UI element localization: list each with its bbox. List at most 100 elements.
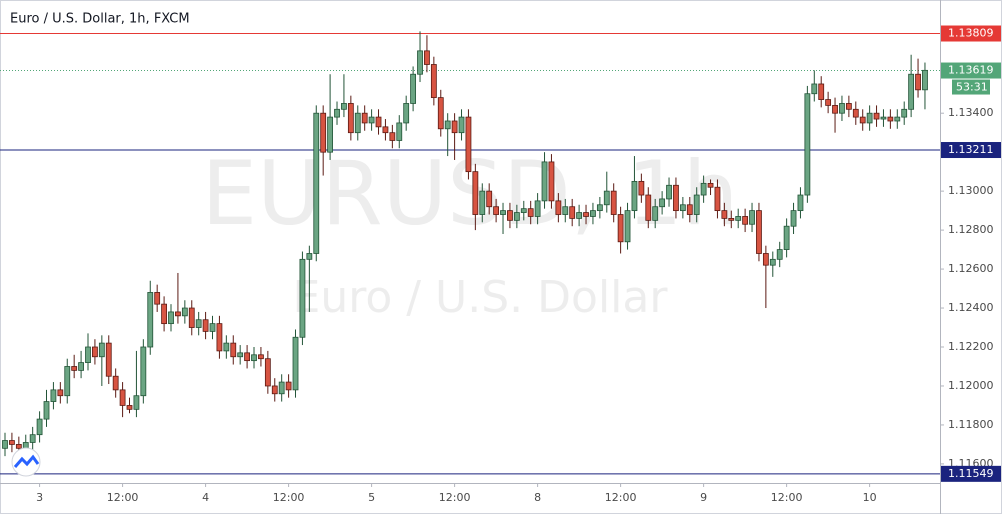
candle-body xyxy=(237,352,244,358)
candle-body xyxy=(756,210,762,254)
candle-body xyxy=(361,112,368,124)
grid xyxy=(0,33,940,475)
candle-body xyxy=(804,93,811,196)
candle-body xyxy=(645,194,652,221)
candle-body xyxy=(873,112,880,120)
x-tick-label: 3 xyxy=(36,491,43,504)
candle-body xyxy=(209,323,216,332)
candle-body xyxy=(541,161,548,202)
candle-body xyxy=(583,212,589,217)
candle-body xyxy=(569,206,576,219)
candle-body xyxy=(666,184,672,200)
candle-body xyxy=(527,208,534,217)
y-tick-label: 1.11800 xyxy=(948,418,994,431)
x-tick-label: 12:00 xyxy=(605,491,637,504)
candle-body xyxy=(887,116,894,122)
candle-body xyxy=(762,253,769,266)
candle-body xyxy=(679,204,686,212)
candle-body xyxy=(71,366,78,371)
candle-body xyxy=(437,97,444,130)
candle-body xyxy=(811,83,818,95)
last-price-label: 1.13619 xyxy=(948,64,994,77)
candle-body xyxy=(915,73,921,91)
candle-body xyxy=(659,198,666,208)
candle-body xyxy=(783,225,790,250)
logo-icon xyxy=(13,454,40,468)
candle-body xyxy=(790,210,797,227)
candle-body xyxy=(36,418,43,436)
candle-body xyxy=(859,116,866,124)
candle-body xyxy=(686,204,693,215)
candle-body xyxy=(168,311,174,325)
candle-body xyxy=(603,190,610,206)
x-tick-label: 4 xyxy=(202,491,209,504)
candle-body xyxy=(396,122,403,141)
candle-body xyxy=(832,105,838,114)
candle-body xyxy=(271,385,278,395)
candle-body xyxy=(617,214,624,243)
candle-body xyxy=(424,50,430,65)
y-tick-label: 1.12400 xyxy=(948,301,994,314)
candle-body xyxy=(85,346,91,363)
candle-body xyxy=(175,311,181,317)
candle-body xyxy=(610,190,617,215)
candle-body xyxy=(216,323,223,352)
candle-body xyxy=(742,216,749,225)
candle-body xyxy=(500,210,506,215)
candle-body xyxy=(140,346,147,397)
x-tick-label: 9 xyxy=(700,491,707,504)
candle-body xyxy=(292,336,299,391)
level-label: 1.13211 xyxy=(948,143,994,156)
candle-body xyxy=(98,342,105,358)
candle-body xyxy=(673,184,679,212)
y-tick-label: 1.12600 xyxy=(948,262,994,275)
candle-body xyxy=(195,319,202,328)
candle-body xyxy=(458,116,465,134)
level-label-box xyxy=(941,465,1001,482)
candle-body xyxy=(520,208,527,213)
candle-body xyxy=(908,73,915,110)
x-tick-label: 12:00 xyxy=(439,491,471,504)
candle-body xyxy=(714,186,721,212)
candle-body xyxy=(417,50,423,75)
candle-body xyxy=(43,401,50,420)
candle-body xyxy=(15,444,22,449)
candle-body xyxy=(735,216,742,221)
x-tick-label: 5 xyxy=(368,491,375,504)
candle-body xyxy=(638,180,645,196)
candle-body xyxy=(472,171,479,215)
candle-body xyxy=(590,210,596,217)
candle-body xyxy=(852,108,859,118)
candle-body xyxy=(64,366,71,397)
candle-body xyxy=(479,190,486,215)
candle-body xyxy=(334,108,340,118)
candle-body xyxy=(818,83,825,100)
x-tick-label: 12:00 xyxy=(107,491,139,504)
candle-body xyxy=(126,405,133,410)
candle-body xyxy=(9,440,15,445)
candle-body xyxy=(534,200,541,217)
y-tick-label: 1.13000 xyxy=(948,184,994,197)
candle-body xyxy=(728,218,735,221)
candle-body xyxy=(285,381,292,391)
candle-body xyxy=(652,206,659,221)
candle-body xyxy=(50,389,57,402)
candle-body xyxy=(375,116,382,128)
candle-body xyxy=(444,120,451,130)
candle-body xyxy=(894,116,901,122)
candle-body xyxy=(562,206,569,215)
candle-body xyxy=(105,342,112,377)
candle-body xyxy=(264,358,271,387)
candle-body xyxy=(306,253,313,260)
candle-body xyxy=(133,395,140,410)
candle-body xyxy=(22,442,29,449)
candle-body xyxy=(769,258,776,266)
level-label-box xyxy=(941,142,1001,159)
watermark-name: Euro / U.S. Dollar xyxy=(293,272,669,323)
candle-body xyxy=(230,342,237,358)
candle-body xyxy=(486,190,493,208)
y-tick-label: 1.12000 xyxy=(948,379,994,392)
candle-body xyxy=(92,346,98,358)
